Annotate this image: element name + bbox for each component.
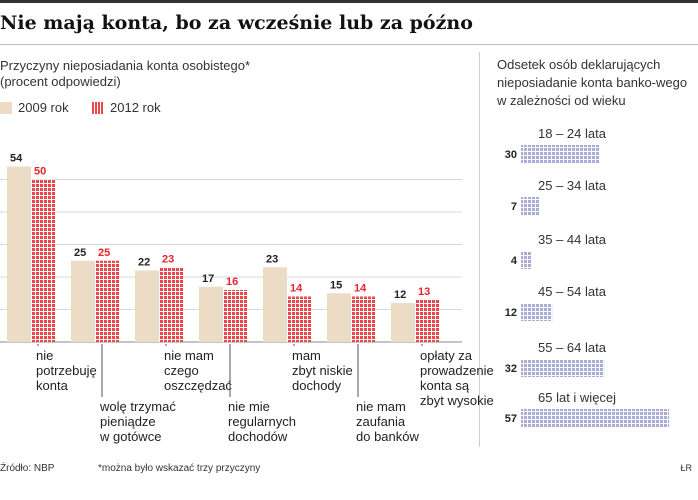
category-label: nie mam xyxy=(356,399,406,414)
category-label: potrzebuję xyxy=(36,363,97,378)
category-label: mam xyxy=(292,348,321,363)
category-label: wolę trzymać xyxy=(99,399,176,414)
charts-divider xyxy=(479,52,480,447)
legend-swatch-2009 xyxy=(0,101,12,114)
value-label-2012: 25 xyxy=(98,247,110,259)
age-bar xyxy=(521,251,532,269)
category-label: oszczędzać xyxy=(164,378,232,393)
left-chart-subtitle: Przyczyny nieposiadania konta osobistego… xyxy=(0,58,251,89)
category-label: konta są xyxy=(420,378,470,393)
value-label-2012: 14 xyxy=(290,283,303,295)
value-label-2009: 15 xyxy=(330,279,342,291)
legend-item-2012: 2012 rok xyxy=(92,100,161,115)
footnote: *można było wskazać trzy przyczyny xyxy=(98,463,261,474)
age-bar xyxy=(521,409,670,427)
age-value-label: 12 xyxy=(505,307,517,319)
category-label: do banków xyxy=(356,429,419,444)
value-label-2009: 12 xyxy=(394,289,406,301)
age-value-label: 32 xyxy=(505,363,517,375)
category-label: zbyt wysokie xyxy=(420,393,494,408)
age-bar xyxy=(521,359,605,377)
age-group-label: 45 – 54 lata xyxy=(538,284,607,299)
value-label-2009: 25 xyxy=(74,247,86,259)
value-label-2009: 23 xyxy=(266,253,278,265)
page-title: Nie mają konta, bo za wcześnie lub za pó… xyxy=(0,12,473,34)
category-label: zbyt niskie xyxy=(292,363,353,378)
category-label: czego xyxy=(164,363,199,378)
category-label: nie mam xyxy=(164,348,214,363)
legend-swatch-2012 xyxy=(92,101,104,114)
bar-2009 xyxy=(71,260,95,342)
age-value-label: 7 xyxy=(511,201,517,213)
bar-2012 xyxy=(31,179,55,342)
category-label: dochody xyxy=(292,378,342,393)
right-chart-subtitle: Odsetek osób deklarujących nieposiadanie… xyxy=(497,57,688,108)
bar-2009 xyxy=(263,267,287,342)
top-rule xyxy=(0,0,698,3)
category-label: w gotówce xyxy=(99,429,161,444)
author-signature: ŁR xyxy=(680,463,692,473)
category-label: regularnych xyxy=(228,414,296,429)
age-group-label: 35 – 44 lata xyxy=(538,232,607,247)
bar-2012 xyxy=(415,299,439,342)
value-label-2012: 16 xyxy=(226,276,238,288)
value-label-2009: 22 xyxy=(138,257,150,269)
age-group-label: 55 – 64 lata xyxy=(538,340,607,355)
value-label-2009: 54 xyxy=(10,153,23,165)
bar-2009 xyxy=(199,286,223,342)
bar-2012 xyxy=(95,260,119,342)
value-label-2012: 23 xyxy=(162,253,174,265)
bar-2009 xyxy=(391,303,415,342)
category-label: zaufania xyxy=(356,414,406,429)
age-value-label: 4 xyxy=(511,255,518,267)
category-label: nie mie xyxy=(228,399,270,414)
category-label: prowadzenie xyxy=(420,363,494,378)
age-group-label: 25 – 34 lata xyxy=(538,178,607,193)
bar-2009 xyxy=(327,293,351,342)
value-label-2012: 50 xyxy=(34,166,46,178)
category-label: dochodów xyxy=(228,429,288,444)
bar-2012 xyxy=(287,296,311,342)
bar-2009 xyxy=(135,270,159,342)
bar-2012 xyxy=(223,290,247,342)
legend-label-2012: 2012 rok xyxy=(110,100,161,115)
age-chart: 18 – 24 lata 30 25 – 34 lata 7 35 – 44 lata 4… xyxy=(505,126,670,427)
category-label: pieniądze xyxy=(100,414,156,429)
title-divider xyxy=(0,44,698,45)
category-label: nie xyxy=(36,348,53,363)
legend-label-2009: 2009 rok xyxy=(18,100,69,115)
category-label: konta xyxy=(36,378,69,393)
category-label: opłaty za xyxy=(420,348,473,363)
age-value-label: 57 xyxy=(505,413,517,425)
age-group-label: 18 – 24 lata xyxy=(538,126,607,141)
bar-2012 xyxy=(351,296,375,342)
value-label-2012: 13 xyxy=(418,286,430,298)
age-bar xyxy=(521,303,553,321)
age-group-label: 65 lat i więcej xyxy=(538,390,616,405)
value-label-2012: 14 xyxy=(354,283,367,295)
age-bar xyxy=(521,145,599,163)
age-value-label: 30 xyxy=(505,149,517,161)
legend-item-2009: 2009 rok xyxy=(0,100,69,115)
bar-2009 xyxy=(7,166,31,342)
age-bar xyxy=(521,197,540,215)
bar-series: 54 50 25 25 22 23 17 16 23 14 15 14 12 13 xyxy=(7,153,439,342)
source-note: Źródło: NBP xyxy=(0,463,55,474)
value-label-2009: 17 xyxy=(202,273,214,285)
bar-2012 xyxy=(159,267,183,342)
